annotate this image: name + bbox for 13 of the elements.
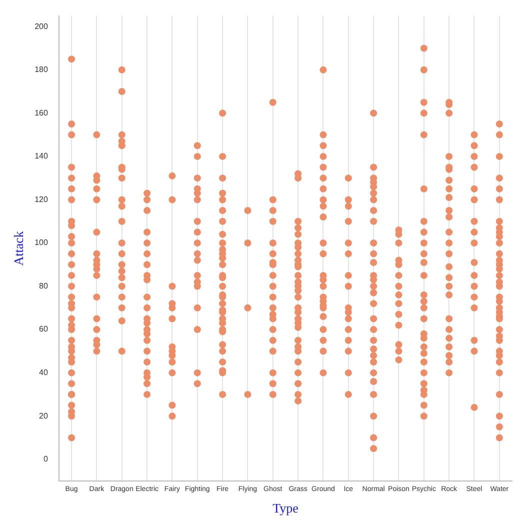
x-axis-title: Type — [272, 500, 299, 516]
y-tick-label: 200 — [34, 22, 48, 31]
y-tick-label: 60 — [39, 324, 48, 334]
y-tick-label: 120 — [34, 194, 48, 204]
y-tick-label: 80 — [39, 281, 48, 290]
y-tick-label: 20 — [39, 411, 48, 420]
y-tick-label: 180 — [34, 65, 48, 74]
y-axis-title: Attack — [11, 230, 26, 266]
y-tick-label: 100 — [34, 238, 48, 248]
y-tick-label: 160 — [34, 108, 48, 118]
y-tick-label: 40 — [39, 368, 48, 378]
y-tick-label: 140 — [34, 152, 48, 161]
y-tick-label: 0 — [43, 454, 48, 464]
